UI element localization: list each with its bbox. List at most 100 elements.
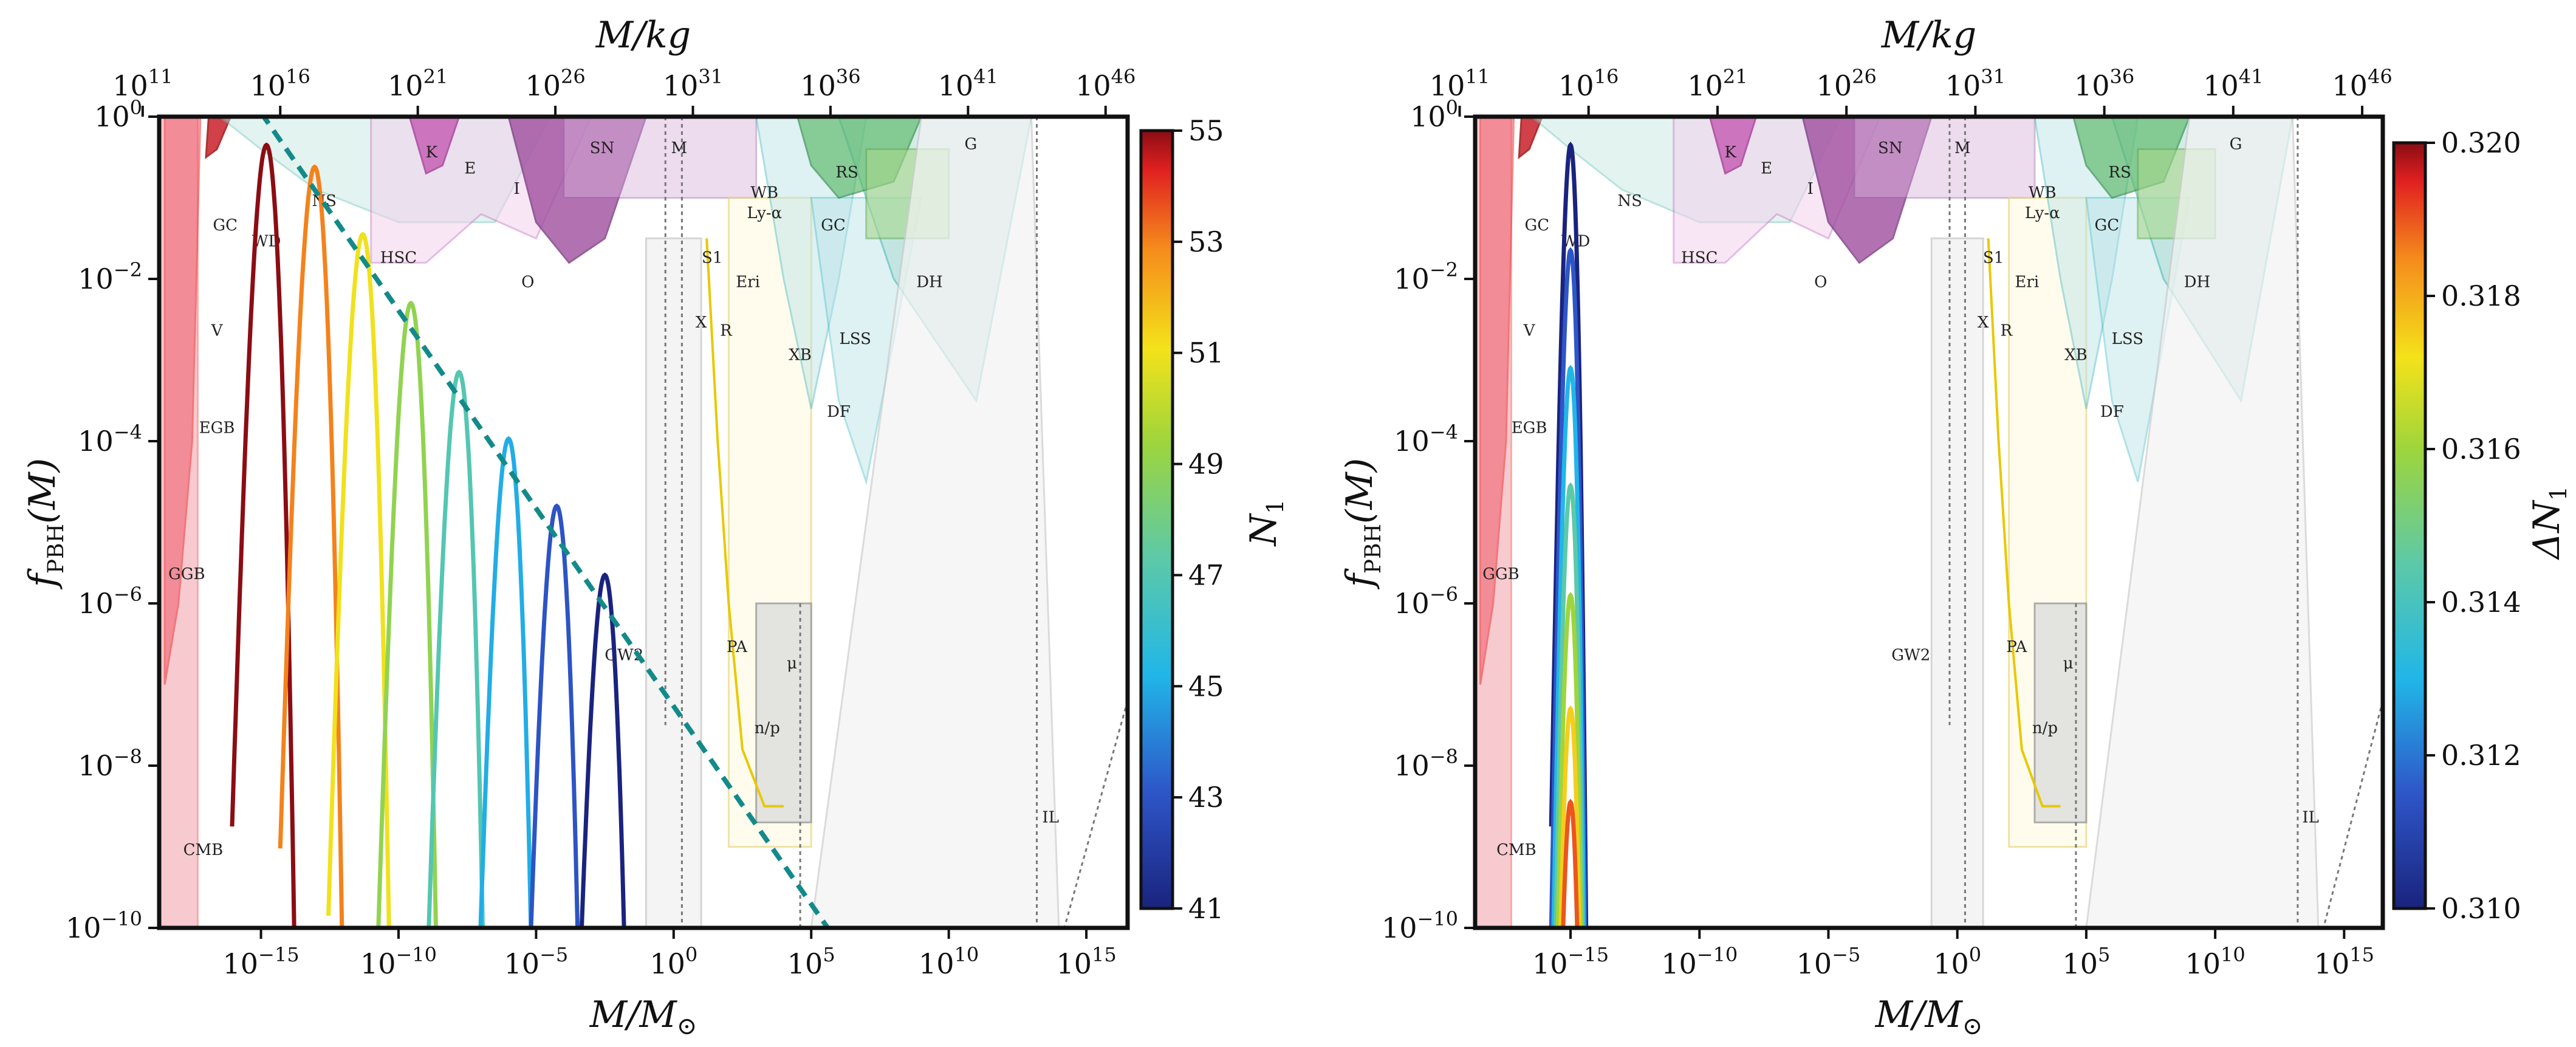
y-tick-label: 10−2: [78, 258, 142, 295]
constraint-label: G: [964, 135, 977, 153]
constraint-label: n/p: [755, 719, 780, 738]
top-tick-label: 1011: [1430, 65, 1490, 102]
x-tick-label: 105: [787, 943, 835, 980]
colorbar-tick-label: 45: [1188, 670, 1224, 702]
constraint-label: HSC: [380, 249, 417, 267]
pulsar-timing-curve: [1987, 238, 2061, 808]
constraint-label: M: [671, 139, 688, 157]
x-tick-label: 10−10: [1661, 943, 1738, 980]
dotted-constraint-line: [2322, 700, 2383, 928]
constraint-label: V: [1523, 321, 1536, 340]
constraint-label: I: [1807, 180, 1814, 198]
top-tick-label: 1041: [938, 65, 998, 102]
constraint-label: IL: [2302, 808, 2319, 826]
region-evaporation-3: [205, 117, 232, 159]
colorbar-tick-label: 51: [1188, 337, 1224, 369]
constraint-regions: [159, 117, 1128, 928]
constraint-label: GC: [2095, 216, 2120, 235]
plot-frame: [157, 114, 1130, 930]
top-tick-label: 1026: [525, 65, 585, 102]
constraint-label: G: [2230, 135, 2242, 153]
colorbar-tick-label: 0.320: [2441, 126, 2521, 159]
constraint-label: SN: [1878, 139, 1903, 157]
colorbar-tick-label: 49: [1188, 448, 1224, 481]
constraint-label: PA: [2006, 638, 2027, 656]
constraint-label: XB: [789, 346, 812, 365]
region-gray-il: [810, 117, 1060, 928]
colorbar: 0.310 0.312 0.314 0.316 0.318 0.320 ΔN1: [2392, 126, 2572, 925]
region-evaporation-3: [1518, 117, 1544, 160]
x-tick-label: 10−10: [360, 943, 437, 980]
constraint-label: S1: [702, 249, 722, 267]
y-tick-label: 10−6: [78, 583, 142, 620]
region-kepler: [408, 117, 461, 175]
mass-function-curve: [1555, 592, 1583, 928]
constraint-label: n/p: [2032, 719, 2058, 738]
constraint-label: M: [1954, 139, 1971, 157]
constraint-label: SN: [590, 139, 615, 157]
top-tick-label: 1021: [1687, 65, 1747, 102]
region-xray: [755, 602, 812, 823]
constraint-label: GC: [1525, 216, 1550, 235]
x-axis-label: M/M⊙: [1875, 994, 1983, 1040]
x-tick-label: 100: [649, 943, 697, 980]
x-tick-label: 1015: [1056, 943, 1116, 980]
colorbar-label: ΔN1: [2526, 486, 2572, 560]
constraint-label: NS: [1617, 192, 1642, 210]
x-tick-label: 10−15: [1532, 943, 1609, 980]
constraint-label: GGB: [1482, 565, 1519, 583]
constraint-label: IL: [1042, 808, 1059, 826]
constraint-label: E: [1761, 159, 1772, 177]
constraint-label: Ly-α: [2025, 204, 2060, 222]
top-tick-label: 1031: [1945, 65, 2006, 102]
y-tick-label: 10−6: [1394, 583, 1458, 620]
y-tick-label: 10−8: [78, 745, 142, 782]
mass-function-curves: [230, 117, 830, 928]
constraint-label: R: [2001, 321, 2013, 340]
colorbar-gradient: [1139, 129, 1174, 910]
y-tick-label: 10−2: [1394, 258, 1458, 295]
constraint-label: CMB: [1496, 841, 1536, 859]
x-tick-label: 1015: [2314, 943, 2374, 980]
constraint-label: LSS: [2112, 330, 2143, 348]
top-tick-label: 1036: [2074, 65, 2134, 102]
y-axis-label: fPBH(M): [1338, 458, 1386, 590]
constraint-label: HSC: [1681, 249, 1718, 267]
y-tick-label: 10−10: [66, 907, 142, 944]
constraint-label: RS: [835, 163, 858, 182]
axis-ticks: 10−15 10−10 10−5 100 105 1010 1015 1011 1016 1021…: [66, 65, 1136, 980]
constraint-label: E: [464, 159, 476, 177]
region-kepler: [1708, 117, 1758, 175]
constraint-label: RS: [2108, 163, 2131, 182]
constraint-label: Ly-α: [747, 204, 782, 222]
x-tick-label: 10−5: [1797, 943, 1861, 980]
constraint-label: X: [696, 314, 707, 332]
region-ogle: [507, 117, 648, 264]
constraint-label: O: [521, 273, 534, 291]
mass-function-curves: [1549, 142, 1589, 928]
top-axis-label: M/kg: [1881, 14, 1976, 57]
y-tick-label: 10−4: [1394, 421, 1458, 458]
colorbar-label: N1: [1242, 499, 1289, 548]
constraint-label: K: [1724, 143, 1736, 162]
x-tick-label: 1010: [919, 943, 979, 980]
top-axis-label: M/kg: [595, 14, 691, 57]
colorbar-tick-label: 0.318: [2441, 280, 2521, 312]
colorbar-tick-label: 0.312: [2441, 739, 2521, 772]
constraint-regions: [1475, 117, 2383, 928]
constraint-label: PA: [727, 638, 748, 656]
colorbar: 41 43 45 47 49 51 53 55 N1: [1139, 114, 1289, 925]
colorbar-tick-label: 0.316: [2441, 433, 2521, 465]
x-tick-label: 100: [1933, 943, 1981, 980]
mass-function-curve: [1558, 705, 1581, 928]
x-axis-label: M/M⊙: [589, 994, 697, 1040]
mass-function-curve: [579, 572, 626, 928]
constraint-label: GW2: [1891, 646, 1930, 664]
top-tick-label: 1011: [112, 65, 173, 102]
x-tick-label: 10−5: [504, 943, 569, 980]
mass-function-curve: [529, 503, 580, 928]
top-tick-label: 1026: [1817, 65, 1877, 102]
colorbar-tick-label: 53: [1188, 225, 1224, 258]
